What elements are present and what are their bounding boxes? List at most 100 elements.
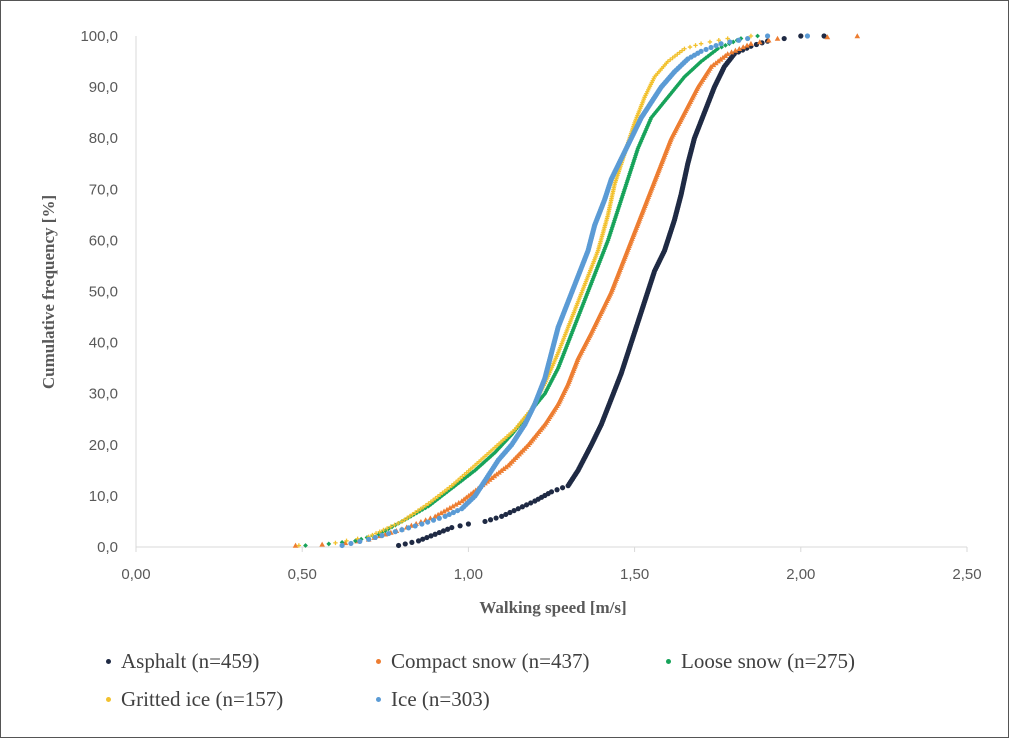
legend-label: Asphalt (n=459) (121, 649, 260, 673)
x-tick-label: 2,50 (952, 566, 981, 583)
data-point-circle (821, 33, 827, 39)
data-point-circle (409, 539, 415, 546)
data-point-diamond (604, 239, 610, 245)
y-tick-label: 0,0 (97, 539, 118, 556)
data-point-plus (405, 515, 410, 521)
data-point-circle (482, 518, 488, 525)
data-point-circle (698, 48, 704, 54)
data-point-diamond (644, 124, 650, 130)
data-point-triangle (438, 510, 444, 516)
data-point-circle (339, 542, 345, 549)
data-point-circle (392, 529, 398, 535)
data-point-triangle (765, 37, 772, 43)
data-point-plus (682, 46, 687, 51)
legend-item: Asphalt (n=459) (106, 649, 259, 674)
data-point-plus (296, 543, 302, 548)
data-point-plus (344, 538, 349, 544)
data-point-triangle (435, 511, 441, 517)
data-point-plus (447, 485, 452, 490)
data-point-plus (670, 55, 675, 61)
data-point-diamond (644, 126, 649, 131)
data-point-circle (366, 536, 372, 542)
data-point-circle (395, 542, 402, 549)
legend-item: Gritted ice (n=157) (106, 687, 283, 712)
legend-label: Compact snow (n=437) (391, 649, 590, 673)
data-point-circle (703, 46, 709, 53)
data-point-diamond (647, 118, 653, 124)
data-point-triangle (728, 49, 735, 55)
data-point-diamond (574, 316, 580, 322)
data-point-triangle (441, 508, 447, 514)
data-point-circle (718, 41, 724, 47)
x-tick-label: 0,00 (121, 566, 150, 583)
data-point-plus (373, 531, 379, 536)
data-point-circle (415, 538, 422, 544)
data-point-plus (748, 33, 754, 39)
data-point-circle (430, 517, 437, 523)
data-point-circle (745, 35, 751, 42)
data-point-plus (440, 490, 445, 496)
data-point-plus (430, 497, 436, 503)
y-tick-label: 30,0 (89, 386, 118, 403)
data-point-diamond (592, 270, 598, 276)
x-tick-label: 2,00 (786, 566, 815, 583)
data-point-diamond (685, 71, 691, 76)
data-point-circle (399, 527, 405, 533)
data-point-triangle (453, 501, 459, 507)
data-point-circle (507, 509, 513, 516)
data-point-plus (435, 494, 441, 499)
data-point-diamond (680, 76, 686, 82)
data-point-triangle (774, 35, 781, 41)
data-point-diamond (486, 455, 492, 461)
data-point-circle (493, 515, 499, 521)
data-point-triangle (455, 499, 462, 505)
data-point-triangle (854, 33, 861, 39)
data-point-plus (675, 52, 680, 57)
data-point-diamond (478, 462, 484, 468)
data-point-circle (798, 33, 804, 39)
y-tick-label: 10,0 (89, 488, 118, 505)
y-tick-label: 100,0 (80, 28, 118, 45)
data-point-circle (499, 513, 505, 519)
x-tick-label: 1,50 (620, 566, 649, 583)
data-point-diamond (428, 501, 434, 507)
axes: 0,0 10,0 20,0 30,0 40,0 50,0 60,0 70,0 80,0 90,0 1… (80, 28, 981, 583)
data-point-plus (423, 503, 429, 508)
data-point-triangle (432, 513, 438, 519)
data-point-plus (725, 36, 730, 41)
y-tick-label: 50,0 (89, 284, 118, 301)
legend-marker-icon (666, 659, 671, 664)
data-point-circle (440, 528, 447, 534)
data-point-diamond (648, 115, 654, 121)
x-tick-label: 1,00 (454, 566, 483, 583)
data-point-triangle (292, 542, 299, 548)
data-point-diamond (651, 111, 657, 117)
legend-item: Loose snow (n=275) (666, 649, 855, 674)
data-point-diamond (543, 389, 549, 395)
series-4 (339, 33, 811, 549)
data-point-plus (420, 504, 426, 510)
data-point-plus (428, 499, 434, 504)
legend-label: Ice (n=303) (391, 687, 490, 711)
data-point-circle (781, 35, 787, 42)
data-point-diamond (650, 113, 656, 119)
legend-marker-icon (376, 697, 381, 702)
data-point-triangle (748, 40, 754, 46)
data-point-circle (425, 519, 431, 525)
data-point-plus (381, 527, 386, 533)
data-point-circle (405, 525, 412, 531)
data-point-diamond (648, 117, 653, 122)
data-point-diamond (564, 343, 570, 349)
data-point-plus (418, 506, 423, 512)
legend-item: Ice (n=303) (376, 687, 490, 712)
data-point-circle (503, 511, 509, 518)
data-point-diamond (600, 250, 606, 256)
data-point-triangle (447, 505, 453, 511)
data-point-triangle (444, 506, 450, 512)
data-point-plus (444, 487, 450, 492)
y-axis-title: Cumulative frequency [%] (39, 195, 58, 389)
series-1 (292, 33, 861, 548)
legend-marker-icon (106, 697, 111, 702)
y-tick-label: 20,0 (89, 437, 118, 454)
data-point-circle (419, 521, 425, 527)
